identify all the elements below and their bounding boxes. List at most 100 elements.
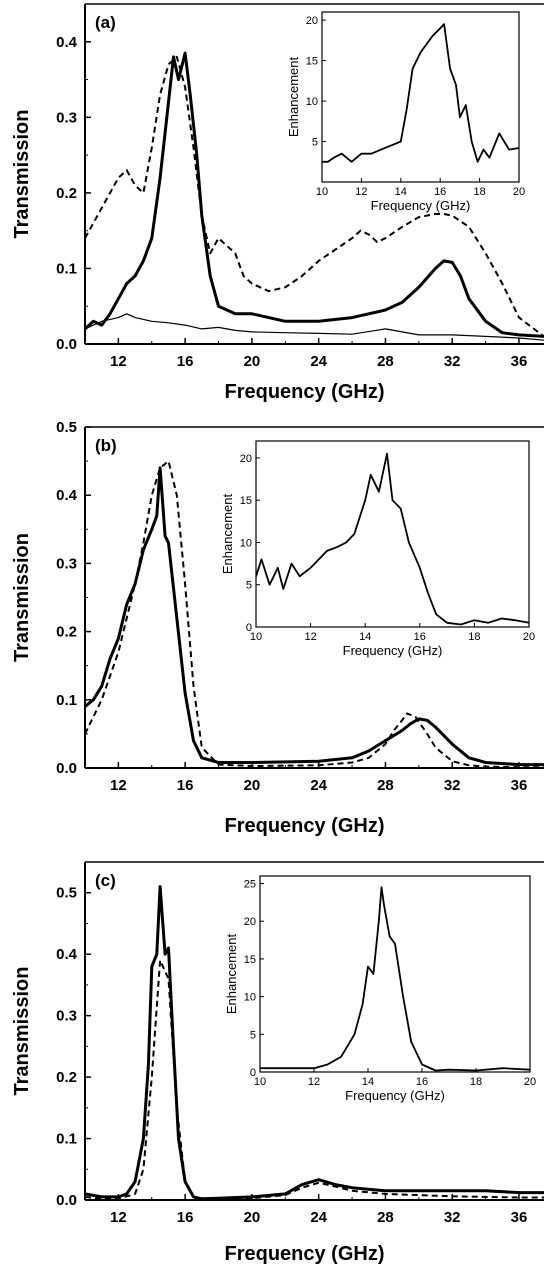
inset-x-tick-label: 12 xyxy=(304,631,316,643)
x-tick-label: 32 xyxy=(444,353,461,370)
inset-x-tick-label: 14 xyxy=(362,1076,374,1088)
x-tick-label: 12 xyxy=(110,353,127,370)
x-tick-label: 24 xyxy=(310,777,327,794)
inset-x-tick-label: 20 xyxy=(523,631,535,643)
inset-y-tick-label: 20 xyxy=(244,916,256,928)
inset-y-tick-label: 20 xyxy=(240,453,252,465)
inset-series-line xyxy=(256,452,529,626)
inset-series-group xyxy=(322,23,519,163)
inset-y-tick-label: 15 xyxy=(306,56,318,68)
inset-y-tick-label: 0 xyxy=(246,622,252,634)
inset-y-tick-label: 20 xyxy=(306,15,318,27)
x-tick-label: 28 xyxy=(377,777,394,794)
x-axis-title: Frequency (GHz) xyxy=(224,1243,384,1265)
y-tick-label: 0.3 xyxy=(56,1008,77,1025)
inset-x-tick-label: 10 xyxy=(316,186,328,198)
inset-series-group xyxy=(256,452,529,626)
y-tick-label: 0.0 xyxy=(56,760,77,777)
inset-y-tick-label: 5 xyxy=(312,137,318,149)
inset-y-tick-label: 15 xyxy=(244,954,256,966)
series-line-thin xyxy=(85,313,544,341)
inset-y-tick-label: 5 xyxy=(246,580,252,592)
series-group xyxy=(85,885,544,1200)
y-tick-label: 0.1 xyxy=(56,1131,77,1148)
y-tick-label: 0.0 xyxy=(56,1192,77,1209)
axes: 12 16 20 24 28 32 36 0.0 0.1 0.2 0.3 0.4 0.5 xyxy=(56,861,544,1226)
inset-y-axis-title: Enhancement xyxy=(220,494,235,575)
inset-x-tick-label: 14 xyxy=(359,631,371,643)
x-tick-label: 28 xyxy=(377,1209,394,1226)
inset-x-tick-label: 12 xyxy=(355,186,367,198)
x-tick-label: 24 xyxy=(310,1209,327,1226)
x-tick-label: 36 xyxy=(511,1209,528,1226)
axes: 12 16 20 24 28 32 36 0.0 0.1 0.2 0.3 0.4 xyxy=(56,3,544,370)
inset-frame xyxy=(259,875,531,1073)
inset-x-tick-label: 20 xyxy=(524,1076,536,1088)
y-tick-label: 0.4 xyxy=(56,946,78,963)
inset-y-tick-label: 5 xyxy=(250,1029,256,1041)
y-tick-label: 0.4 xyxy=(56,487,78,504)
y-axis-title: Transmission xyxy=(11,110,33,239)
y-tick-label: 0.2 xyxy=(56,624,77,641)
inset-y-tick-label: 10 xyxy=(306,96,318,108)
x-axis-title: Frequency (GHz) xyxy=(224,381,384,403)
y-axis-title: Transmission xyxy=(11,967,33,1096)
x-tick-label: 28 xyxy=(377,353,394,370)
y-tick-label: 0.3 xyxy=(56,109,77,126)
axes: 12 16 20 24 28 32 36 0.0 0.1 0.2 0.3 0.4 0.5 xyxy=(56,419,544,794)
panel-a: 12 16 20 24 28 32 36 0.0 0.1 0.2 0.3 0.4 Frequency (… xyxy=(11,3,544,403)
inset-x-tick-label: 10 xyxy=(254,1076,266,1088)
inset-y-axis-title: Enhancement xyxy=(286,57,301,138)
inset-x-tick-label: 10 xyxy=(250,631,262,643)
inset-series-line xyxy=(322,23,519,163)
inset-x-tick-label: 16 xyxy=(416,1076,428,1088)
inset-series-line xyxy=(260,886,530,1072)
panel-c: 12 16 20 24 28 32 36 0.0 0.1 0.2 0.3 0.4 0.5 Frequenc… xyxy=(11,861,544,1265)
x-tick-label: 36 xyxy=(511,353,528,370)
x-tick-label: 12 xyxy=(110,777,127,794)
series-group xyxy=(85,460,544,768)
x-tick-label: 16 xyxy=(177,777,194,794)
inset-x-tick-label: 12 xyxy=(308,1076,320,1088)
x-tick-label: 16 xyxy=(177,353,194,370)
inset-y-tick-label: 15 xyxy=(240,495,252,507)
inset-x-tick-label: 16 xyxy=(434,186,446,198)
inset-x-tick-label: 18 xyxy=(470,1076,482,1088)
x-tick-label: 36 xyxy=(511,777,528,794)
series-line-dashed xyxy=(85,460,544,768)
panel-label: (c) xyxy=(95,871,116,890)
inset-x-tick-label: 16 xyxy=(414,631,426,643)
series-line-thick xyxy=(85,51,544,338)
inset-x-tick-label: 18 xyxy=(473,186,485,198)
series-line-dashed xyxy=(85,55,544,338)
inset-x-tick-label: 18 xyxy=(468,631,480,643)
inset-x-axis-title: Frequency (GHz) xyxy=(345,1088,445,1103)
x-axis-title: Frequency (GHz) xyxy=(224,815,384,837)
inset-x-tick-label: 14 xyxy=(395,186,407,198)
inset-chart: 10 12 14 16 18 20 5 10 15 20 Frequency (GHz) Enhanc… xyxy=(286,11,525,213)
inset-x-tick-label: 20 xyxy=(513,186,525,198)
inset-y-tick-label: 10 xyxy=(240,537,252,549)
panel-label: (a) xyxy=(95,13,116,32)
x-tick-label: 32 xyxy=(444,1209,461,1226)
x-tick-label: 12 xyxy=(110,1209,127,1226)
inset-y-tick-label: 0 xyxy=(250,1067,256,1079)
x-tick-label: 20 xyxy=(244,777,261,794)
inset-series-group xyxy=(260,886,530,1072)
inset-frame xyxy=(255,440,530,628)
series-line-thick xyxy=(85,466,544,767)
y-tick-label: 0.3 xyxy=(56,555,77,572)
inset-x-axis-title: Frequency (GHz) xyxy=(371,198,471,213)
y-tick-label: 0.1 xyxy=(56,692,77,709)
x-tick-label: 20 xyxy=(244,1209,261,1226)
inset-y-tick-label: 10 xyxy=(244,992,256,1004)
y-tick-label: 0.2 xyxy=(56,1069,77,1086)
inset-chart: 10 12 14 16 18 20 0 5 10 15 20 Frequency (GHz) Enhan… xyxy=(220,440,535,658)
x-tick-label: 16 xyxy=(177,1209,194,1226)
inset-y-axis-title: Enhancement xyxy=(224,934,239,1015)
series-line-dashed xyxy=(85,959,544,1200)
x-tick-label: 20 xyxy=(244,353,261,370)
x-tick-label: 32 xyxy=(444,777,461,794)
panel-b: 12 16 20 24 28 32 36 0.0 0.1 0.2 0.3 0.4 0.5 Frequenc… xyxy=(11,419,544,837)
y-tick-label: 0.5 xyxy=(56,419,77,436)
